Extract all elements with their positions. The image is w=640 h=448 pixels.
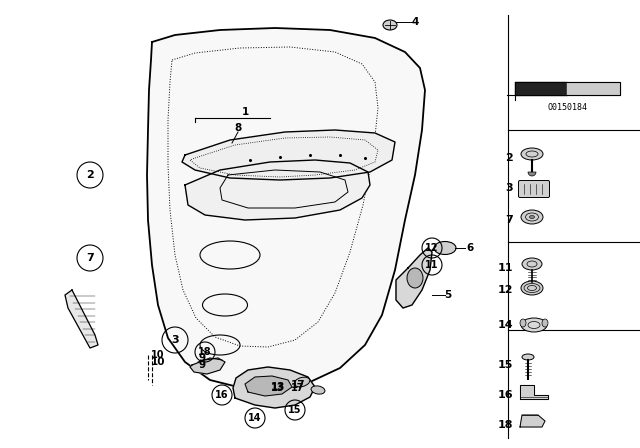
Ellipse shape [522,354,534,360]
Text: 1: 1 [241,107,248,117]
Text: 2: 2 [86,170,94,180]
Polygon shape [520,415,545,427]
Text: 3: 3 [506,183,513,193]
Text: 16: 16 [215,390,228,400]
Text: 8: 8 [234,123,242,133]
Polygon shape [515,82,567,95]
Text: 9: 9 [198,360,205,370]
Text: 18: 18 [497,420,513,430]
Polygon shape [185,160,370,220]
Ellipse shape [521,281,543,295]
Text: 9: 9 [198,353,205,363]
Text: 3: 3 [171,335,179,345]
Text: 7: 7 [505,215,513,225]
Text: O0150184: O0150184 [547,103,587,112]
Text: 16: 16 [497,390,513,400]
Text: 5: 5 [444,290,452,300]
Ellipse shape [407,268,423,288]
Text: 17: 17 [291,383,305,393]
Polygon shape [567,82,620,95]
Text: 14: 14 [248,413,262,423]
Polygon shape [233,367,315,408]
Ellipse shape [311,386,325,394]
Text: 7: 7 [86,253,94,263]
Text: 15: 15 [288,405,301,415]
Text: 2: 2 [505,153,513,163]
Text: 4: 4 [412,17,419,27]
Text: 12: 12 [425,243,439,253]
Text: 11: 11 [425,260,439,270]
Text: 6: 6 [467,243,474,253]
Ellipse shape [521,148,543,160]
Polygon shape [182,130,395,180]
Text: 13: 13 [271,382,285,392]
Text: 10: 10 [151,357,165,367]
Polygon shape [147,28,425,388]
Text: 14: 14 [497,320,513,330]
Ellipse shape [529,215,534,219]
Text: 13: 13 [271,383,285,393]
Polygon shape [245,376,292,396]
Text: 12: 12 [497,285,513,295]
Text: 15: 15 [498,360,513,370]
Ellipse shape [383,20,397,30]
Text: 11: 11 [497,263,513,273]
Polygon shape [190,358,225,374]
Wedge shape [528,172,536,176]
Text: 17: 17 [291,380,305,390]
Ellipse shape [522,258,542,270]
Ellipse shape [521,210,543,224]
Polygon shape [396,248,432,308]
Ellipse shape [520,319,526,327]
Polygon shape [520,385,548,399]
Ellipse shape [434,241,456,254]
Text: 10: 10 [151,350,164,360]
Text: 18: 18 [198,347,212,357]
Polygon shape [65,290,98,348]
FancyBboxPatch shape [518,181,550,198]
Ellipse shape [521,318,547,332]
Ellipse shape [294,377,310,387]
Ellipse shape [542,319,548,327]
